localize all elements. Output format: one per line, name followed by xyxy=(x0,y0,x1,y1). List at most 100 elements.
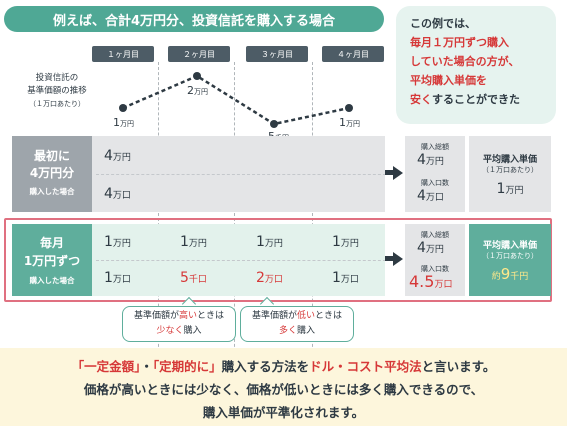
note-low-line-2: 多く購入 xyxy=(241,324,353,339)
column-divider xyxy=(158,62,159,362)
note-high-line-2: 少なく購入 xyxy=(123,324,235,339)
note-low-text: 購入 xyxy=(297,326,316,336)
data-label-number: 1 xyxy=(339,116,346,129)
data-label-number: 1 xyxy=(113,116,120,129)
monthly-amount-unit: 万円 xyxy=(264,239,283,249)
chart-label-line-2: 基準価額の推移 xyxy=(27,86,87,96)
monthly-amount-number: 1 xyxy=(104,234,113,250)
explanation-panel: 「一定金額」・「定期的に」購入する方法をドル・コスト平均法と言います。 価格が高… xyxy=(0,348,567,426)
lump-sum-total: 4万円 xyxy=(417,152,444,168)
column-divider xyxy=(312,62,313,362)
monthly-units: 5千口 xyxy=(180,270,207,286)
chart-label-line-1: 投資信託の xyxy=(35,73,79,83)
note-low-line-1: 基準価額が低いときは xyxy=(241,309,353,324)
monthly-average-unit: 千円 xyxy=(510,272,529,282)
explanation-text: と言います。 xyxy=(421,359,496,374)
monthly-count-label: 購入口数 xyxy=(421,265,449,273)
data-label-unit: 万円 xyxy=(346,120,360,128)
note-high-price: 基準価額が高いときは 少なく購入 xyxy=(122,306,236,342)
lump-sum-count-label: 購入口数 xyxy=(421,179,449,187)
data-label-number: 2 xyxy=(187,84,194,97)
lump-sum-total-unit: 万円 xyxy=(425,157,444,167)
explanation-line-2: 価格が高いときには少なく、価格が低いときには多く購入できるので、 xyxy=(83,382,484,397)
monthly-amount: 1万円 xyxy=(256,234,283,250)
monthly-count-number: 4.5 xyxy=(409,272,435,291)
monthly-amount-number: 1 xyxy=(332,234,341,250)
row-divider xyxy=(96,260,396,261)
monthly-units: 1万口 xyxy=(332,270,359,286)
lump-sum-summary: 購入総額 4万円 購入口数 4万口 xyxy=(405,136,465,212)
lump-sum-average-box: 平均購入単価 （１万口あたり） 1万円 xyxy=(469,136,551,212)
monthly-average-number: 9 xyxy=(500,265,511,283)
monthly-units-number: 2 xyxy=(256,270,265,286)
monthly-count-unit: 万口 xyxy=(434,280,453,290)
lump-sum-count-number: 4 xyxy=(417,188,426,204)
data-label-unit: 万円 xyxy=(120,120,134,128)
month-header-1: １ヶ月目 xyxy=(92,46,154,62)
monthly-units-number: 1 xyxy=(332,270,341,286)
data-label: 2万円 xyxy=(187,84,208,97)
note-high-keyword: 少なく xyxy=(156,326,184,336)
lump-sum-average-value: 1万円 xyxy=(469,181,551,197)
monthly-amount-unit: 万円 xyxy=(112,239,131,249)
callout-rest-text: することができた xyxy=(432,93,520,106)
explanation-text: 購入する方法を xyxy=(221,359,310,374)
month-header-4: ４ヶ月目 xyxy=(322,46,384,62)
lump-sum-amount-number: 4 xyxy=(104,148,113,164)
lump-sum-label-line-2: 4万円分 xyxy=(29,166,75,180)
monthly-units: 2万口 xyxy=(256,270,283,286)
data-point xyxy=(345,104,353,112)
monthly-units-unit: 万口 xyxy=(340,275,359,285)
monthly-amount: 1万円 xyxy=(104,234,131,250)
note-low-price: 基準価額が低いときは 多く購入 xyxy=(240,306,354,342)
monthly-average-title: 平均購入単価 xyxy=(482,241,537,251)
monthly-units-unit: 万口 xyxy=(264,275,283,285)
explanation-keyword: 「一定金額」 xyxy=(71,359,141,374)
lump-sum-total-label: 購入総額 xyxy=(421,143,449,151)
note-high-text: 基準価額が xyxy=(133,311,179,321)
note-high-text: ときは xyxy=(197,311,225,321)
arrow-right-icon xyxy=(393,166,403,180)
monthly-amount-unit: 万円 xyxy=(340,239,359,249)
note-high-text: 購入 xyxy=(183,326,202,336)
monthly-amount-number: 1 xyxy=(180,234,189,250)
monthly-label-line-3: 購入した場合 xyxy=(29,276,75,285)
lump-sum-total-number: 4 xyxy=(417,152,426,168)
monthly-average-box: 平均購入単価 （１万口あたり） 約9千円 xyxy=(469,224,551,296)
arrow-shaft xyxy=(385,256,395,261)
arrow-right-icon xyxy=(393,252,403,266)
data-point xyxy=(193,72,201,80)
row-divider xyxy=(96,174,396,175)
data-label: 1万円 xyxy=(339,116,360,129)
monthly-row-frame xyxy=(4,218,552,302)
lump-sum-amount-unit: 万円 xyxy=(112,153,131,163)
month-header-2: ２ヶ月目 xyxy=(168,46,230,62)
lump-sum-label-line-1: 最初に xyxy=(33,149,70,163)
note-low-text: ときは xyxy=(315,311,343,321)
note-high-keyword: 高い xyxy=(178,311,197,321)
explanation-keyword: 「定期的に」 xyxy=(152,359,222,374)
column-divider xyxy=(234,62,235,362)
monthly-units-number: 5 xyxy=(180,270,189,286)
note-high-line-1: 基準価額が高いときは xyxy=(123,309,235,324)
monthly-average-value: 約9千円 xyxy=(469,265,551,283)
monthly-count: 4.5万口 xyxy=(409,272,452,291)
chart-label: 投資信託の 基準価額の推移 （１万口あたり） xyxy=(22,72,92,111)
monthly-total: 4万円 xyxy=(417,240,444,256)
monthly-units-unit: 千口 xyxy=(188,275,207,285)
callout-box: この例では、 毎月１万円ずつ購入 していた場合の方が、 平均購入単価を 安くする… xyxy=(396,6,556,124)
lump-sum-average-number: 1 xyxy=(496,181,506,197)
callout-cheap-text: 安く xyxy=(410,93,432,106)
monthly-units: 1万口 xyxy=(104,270,131,286)
monthly-amount-number: 1 xyxy=(256,234,265,250)
lump-sum-count: 4万口 xyxy=(417,188,444,204)
data-label-unit: 万円 xyxy=(194,88,208,96)
callout-line-1: この例では、 xyxy=(410,17,476,30)
monthly-average-prefix: 約 xyxy=(491,272,501,282)
monthly-amount: 1万円 xyxy=(332,234,359,250)
data-point xyxy=(270,120,278,128)
monthly-units-unit: 万口 xyxy=(112,275,131,285)
data-label: 1万円 xyxy=(113,116,134,129)
monthly-label-line-1: 毎月 xyxy=(39,236,64,250)
monthly-total-unit: 万円 xyxy=(425,245,444,255)
